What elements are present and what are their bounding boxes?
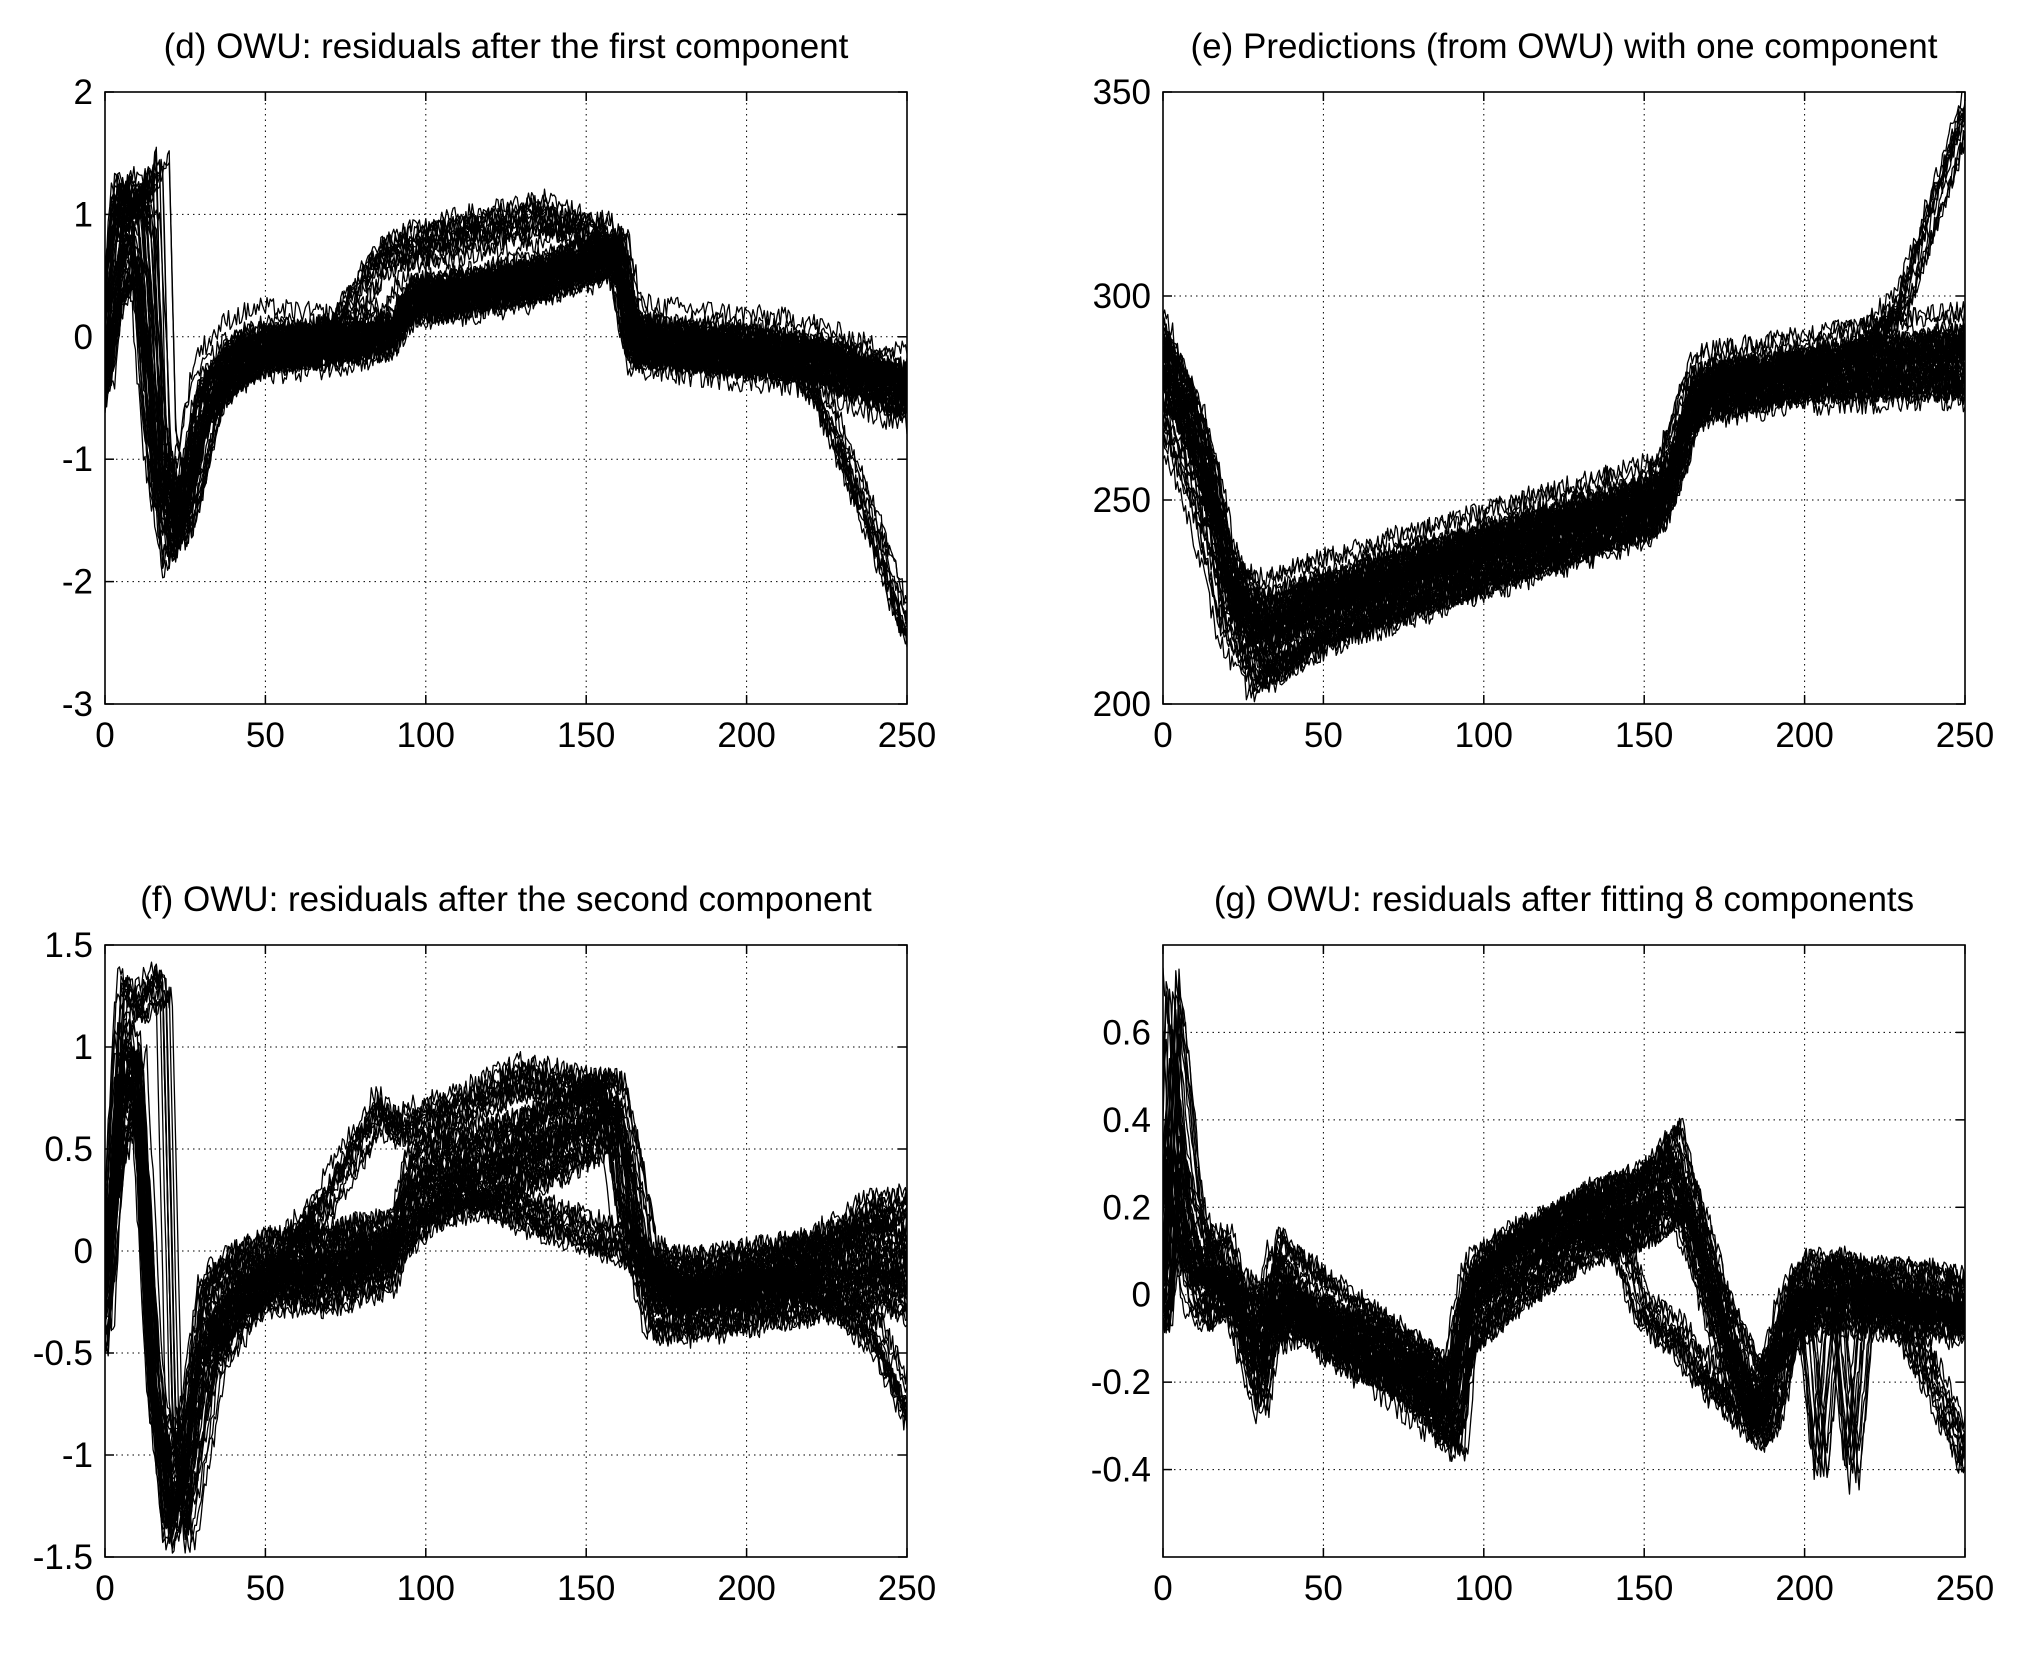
chart-title-f: (f) OWU: residuals after the second comp… bbox=[140, 880, 872, 919]
series-line bbox=[1163, 1208, 1965, 1448]
plot-frame bbox=[1162, 944, 1966, 1558]
series-line bbox=[105, 1074, 907, 1539]
series-line bbox=[105, 1079, 907, 1459]
x-tick-label: 50 bbox=[246, 716, 285, 755]
y-tick-label: 0.6 bbox=[1102, 1013, 1151, 1052]
y-tick-label: 2 bbox=[74, 73, 93, 112]
x-tick-label: 250 bbox=[1936, 1569, 1994, 1608]
chart-title-e: (e) Predictions (from OWU) with one comp… bbox=[1191, 27, 1938, 66]
series-line bbox=[105, 1057, 907, 1506]
chart-panel-f: 0 50 100 150 200 250 -1.5 -1 -0.5 0 0.5 1 1.5 (f) OWU… bbox=[33, 880, 937, 1608]
series-line bbox=[105, 255, 907, 556]
x-tick-label: 100 bbox=[397, 716, 455, 755]
y-tick-label: -2 bbox=[62, 563, 93, 602]
y-tick-label: 250 bbox=[1093, 481, 1151, 520]
x-tick-label: 0 bbox=[1153, 716, 1172, 755]
x-tick-label: 200 bbox=[717, 1569, 775, 1608]
series-line bbox=[105, 162, 907, 551]
series-line bbox=[105, 195, 907, 636]
series-line bbox=[105, 1088, 907, 1475]
series-line bbox=[1163, 363, 1965, 677]
x-tick-label: 0 bbox=[95, 716, 114, 755]
x-tick-label: 150 bbox=[557, 716, 615, 755]
y-tick-label: -1.5 bbox=[33, 1538, 93, 1577]
series-line bbox=[1163, 1053, 1965, 1405]
chart-title-g: (g) OWU: residuals after fitting 8 compo… bbox=[1214, 880, 1914, 919]
x-tick-label: 150 bbox=[1615, 716, 1673, 755]
chart-panel-d: 0 50 100 150 200 250 -3 -2 -1 0 1 2 (d) OWU: residua… bbox=[62, 27, 936, 755]
series-line bbox=[105, 1069, 907, 1504]
y-tick-label: 0 bbox=[74, 1232, 93, 1271]
y-tick-label: 350 bbox=[1093, 73, 1151, 112]
y-tick-label: 0.2 bbox=[1102, 1188, 1151, 1227]
y-tick-label: -1 bbox=[62, 440, 93, 479]
series-line bbox=[105, 1053, 907, 1554]
y-tick-label: 300 bbox=[1093, 277, 1151, 316]
x-tick-label: 200 bbox=[1775, 1569, 1833, 1608]
x-tick-label: 0 bbox=[1153, 1569, 1172, 1608]
series-line bbox=[1163, 1119, 1965, 1419]
series-line bbox=[105, 245, 907, 536]
y-tick-label: -0.4 bbox=[1091, 1451, 1151, 1490]
x-tick-label: 50 bbox=[1304, 1569, 1343, 1608]
x-tick-label: 50 bbox=[1304, 716, 1343, 755]
chart-title-d: (d) OWU: residuals after the first compo… bbox=[164, 27, 849, 66]
y-tick-label: -0.2 bbox=[1091, 1363, 1151, 1402]
x-tick-label: 50 bbox=[246, 1569, 285, 1608]
series-line bbox=[105, 1066, 907, 1451]
plot-frame bbox=[1162, 91, 1966, 705]
x-tick-label: 200 bbox=[717, 716, 775, 755]
series-line bbox=[1163, 373, 1965, 679]
series-line bbox=[105, 185, 907, 637]
x-tick-label: 200 bbox=[1775, 716, 1833, 755]
series-line bbox=[1163, 106, 1965, 636]
y-tick-label: 1.5 bbox=[44, 926, 93, 965]
y-tick-label: 200 bbox=[1093, 685, 1151, 724]
series-line bbox=[105, 1076, 907, 1530]
series-line bbox=[105, 963, 907, 1536]
chart-panel-e: 0 50 100 150 200 250 200 250 300 350 (e) Predictio… bbox=[1093, 27, 1995, 755]
x-tick-label: 150 bbox=[1615, 1569, 1673, 1608]
series-line bbox=[1163, 389, 1965, 703]
series-line bbox=[1163, 343, 1965, 642]
y-tick-label: 0 bbox=[1132, 1276, 1151, 1315]
y-tick-label: 1 bbox=[74, 195, 93, 234]
x-tick-label: 250 bbox=[878, 1569, 936, 1608]
series-line bbox=[1163, 990, 1965, 1467]
series-line bbox=[105, 226, 907, 511]
x-tick-label: 100 bbox=[397, 1569, 455, 1608]
plot-frame bbox=[104, 91, 908, 705]
y-tick-label: -3 bbox=[62, 685, 93, 724]
y-tick-label: 0.4 bbox=[1102, 1101, 1151, 1140]
x-tick-label: 0 bbox=[95, 1569, 114, 1608]
series-line bbox=[105, 180, 907, 637]
chart-panel-g: 0 50 100 150 200 250 -0.4 -0.2 0 0.2 0.4 0.6 (g) OWU… bbox=[1091, 880, 1995, 1608]
x-tick-label: 250 bbox=[1936, 716, 1994, 755]
series-line bbox=[1163, 381, 1965, 692]
series-line bbox=[1163, 1151, 1965, 1478]
series-line bbox=[1163, 1037, 1965, 1394]
y-tick-label: -1 bbox=[62, 1436, 93, 1475]
x-tick-label: 100 bbox=[1455, 1569, 1513, 1608]
series-line bbox=[105, 182, 907, 637]
y-tick-label: -0.5 bbox=[33, 1334, 93, 1373]
y-tick-label: 0.5 bbox=[44, 1130, 93, 1169]
y-tick-label: 0 bbox=[74, 318, 93, 357]
x-tick-label: 150 bbox=[557, 1569, 615, 1608]
y-tick-label: 1 bbox=[74, 1028, 93, 1067]
series-line bbox=[1163, 1174, 1965, 1491]
x-tick-label: 250 bbox=[878, 716, 936, 755]
series-line bbox=[1163, 304, 1965, 590]
series-line bbox=[105, 1077, 907, 1530]
x-tick-label: 100 bbox=[1455, 716, 1513, 755]
